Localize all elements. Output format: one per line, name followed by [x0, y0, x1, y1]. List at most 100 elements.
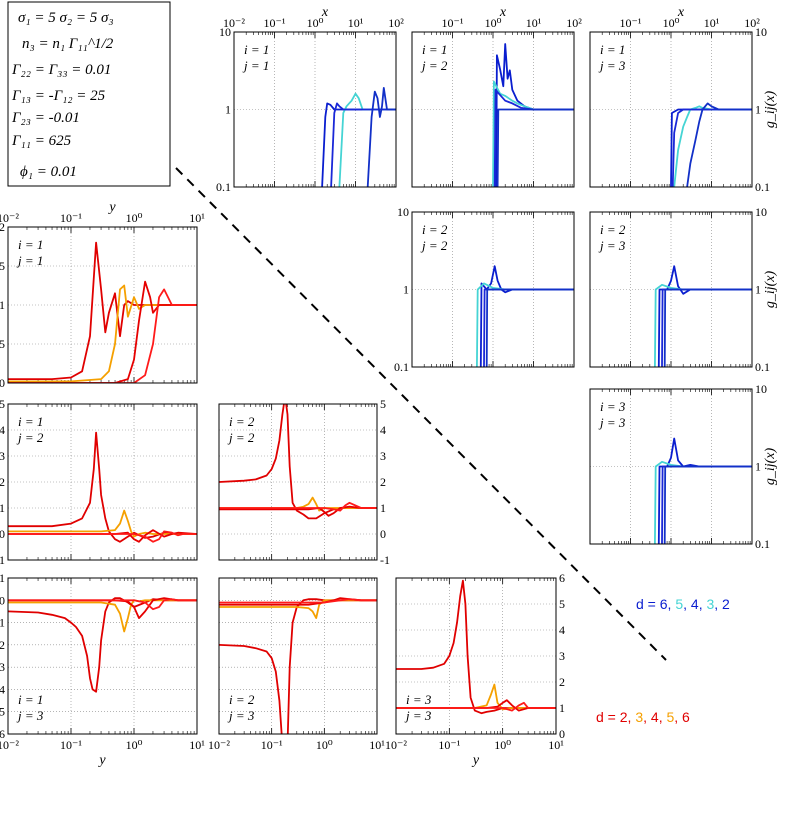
series-line-0 — [670, 108, 752, 187]
y-tick-label: 5 — [380, 397, 386, 411]
series-line-3 — [496, 108, 574, 187]
x-tick-label: 10⁰ — [663, 16, 680, 30]
series-group — [321, 87, 396, 187]
series-line-3 — [396, 701, 556, 712]
panel-S23: 10⁻² 10⁻¹ 10⁰ 10¹ i = 2j = 3 — [208, 577, 385, 752]
series-group — [8, 241, 197, 383]
param-line-1: σ₁ = 5 σ₂ = 5 σ₃ — [18, 10, 114, 26]
series-group — [396, 579, 556, 715]
panel-label-i: i = 2 — [600, 222, 626, 237]
y-tick-label: 1 — [0, 501, 5, 515]
y-tick-label: -5 — [0, 705, 5, 719]
plot-frame — [218, 577, 378, 735]
x-tick-label: 10¹ — [189, 738, 205, 752]
series-line-3 — [219, 501, 377, 512]
series-line-3 — [8, 598, 197, 611]
x-axis-label: y — [97, 753, 106, 768]
y-tick-label: 1 — [225, 103, 231, 117]
series-line-2 — [8, 280, 197, 383]
panel-label-i: i = 3 — [600, 399, 626, 414]
y-tick-label: 0.1 — [216, 180, 231, 194]
y-tick-label: 1 — [0, 571, 5, 585]
panel-g11: 10⁻² 10⁻¹ 10⁰ 10¹ 10² 10 1 0.1 x i = 1j = 1 — [216, 5, 404, 194]
series-group — [8, 597, 197, 693]
panel-label-i: i = 2 — [229, 414, 255, 429]
x-tick-label: 10⁻² — [208, 738, 230, 752]
x-tick-label: 10⁻² — [385, 738, 407, 752]
panel-label-j: j = 3 — [598, 415, 626, 430]
x-tick-label: 10⁻¹ — [264, 16, 286, 30]
legend-entry: , — [668, 596, 676, 612]
panel-g23: 10 1 0.1 g_ij(x) i = 2j = 3 — [589, 205, 778, 374]
series-group — [492, 43, 574, 187]
x-tick-label: 10¹ — [548, 738, 564, 752]
series-line-3 — [663, 465, 752, 544]
legend-entry: , 2 — [714, 596, 730, 612]
param-line-5: Γ₂₃ = -0.01 — [11, 110, 80, 126]
x-tick-label: 10² — [744, 16, 760, 30]
y-tick-label: 10 — [219, 25, 231, 39]
series-line-2 — [219, 505, 377, 517]
series-line-2 — [330, 102, 396, 187]
series-line-2 — [661, 465, 752, 544]
legend-entry: 3 — [706, 596, 714, 612]
panel-g22: 10 1 0.1 i = 2j = 2 — [394, 205, 575, 374]
series-line-0 — [8, 597, 197, 693]
plot-frame — [411, 211, 575, 368]
panel-label-j: j = 3 — [598, 238, 626, 253]
param-line-7: ϕ₁ = 0.01 — [20, 164, 77, 180]
y-tick-label: 0 — [0, 593, 5, 607]
panel-label-i: i = 2 — [422, 222, 448, 237]
y-tick-label: 3 — [0, 449, 5, 463]
y-tick-label: 10 — [755, 205, 767, 219]
series-line-2 — [661, 288, 752, 367]
x-tick-label: 10⁻¹ — [620, 16, 642, 30]
x-tick-label: 10¹ — [704, 16, 720, 30]
y-tick-label: 2 — [0, 220, 5, 234]
x-tick-label: 10⁰ — [126, 738, 143, 752]
series-line-1 — [8, 284, 197, 383]
plot-frame — [233, 31, 397, 188]
y-tick-label: 0 — [559, 727, 565, 741]
legend-blue: d = 6, 5, 4, 3, 2 — [636, 596, 730, 612]
panel-label-i: i = 1 — [18, 237, 43, 252]
param-line-6: Γ₁₁ = 625 — [11, 133, 72, 149]
y-tick-label: 6 — [559, 571, 565, 585]
legend-entry: 3 — [635, 709, 643, 725]
panel-label-i: i = 3 — [406, 692, 432, 707]
y-tick-label: 1 — [403, 283, 409, 297]
series-line-0 — [219, 598, 377, 734]
y-axis-label: g_ij(x) — [763, 448, 778, 486]
series-line-1 — [654, 460, 752, 544]
y-tick-label: 5 — [559, 597, 565, 611]
plot-frame — [589, 31, 753, 188]
series-line-3 — [663, 288, 752, 367]
y-tick-label: 3 — [559, 649, 565, 663]
panel-label-i: i = 2 — [229, 692, 255, 707]
series-line-0 — [657, 437, 752, 544]
series-line-3 — [686, 102, 752, 187]
series-line-0 — [8, 431, 197, 543]
panel-label-i: i = 1 — [18, 692, 43, 707]
x-tick-label: 10⁻² — [0, 738, 19, 752]
y-tick-label: 0.5 — [0, 337, 5, 351]
legend-entry: , 4, — [643, 709, 666, 725]
series-line-3 — [219, 598, 377, 604]
series-line-0 — [657, 265, 752, 367]
series-line-1 — [673, 105, 752, 187]
y-tick-label: 0.1 — [755, 180, 770, 194]
panel-label-j: j = 2 — [420, 58, 448, 73]
y-tick-label: 2 — [380, 475, 386, 489]
x-tick-label: 10⁻¹ — [438, 738, 460, 752]
series-line-2 — [493, 88, 574, 187]
x-tick-label: 10² — [388, 16, 404, 30]
y-tick-label: 1 — [380, 501, 386, 515]
x-axis-label: y — [107, 200, 116, 215]
x-tick-label: 10⁰ — [316, 738, 333, 752]
series-line-3 — [8, 288, 197, 383]
y-axis-label: g_ij(x) — [763, 271, 778, 309]
series-group — [654, 437, 752, 544]
series-line-1 — [476, 282, 574, 367]
x-tick-label: 10¹ — [526, 16, 542, 30]
